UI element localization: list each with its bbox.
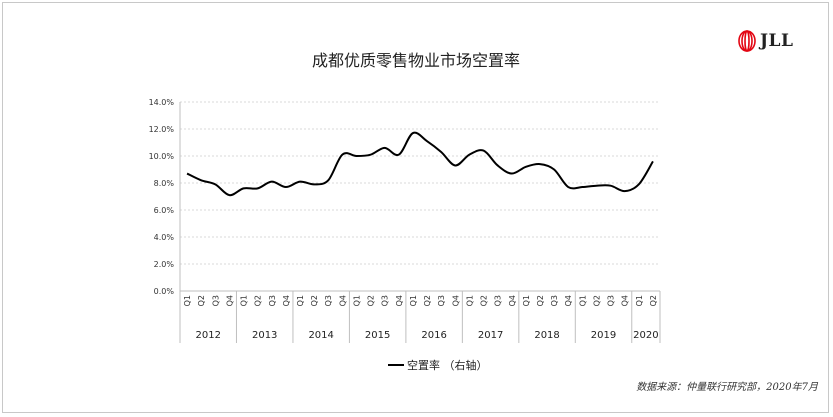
x-quarter-label: Q2 [592, 295, 601, 306]
x-quarter-label: Q1 [296, 295, 305, 306]
y-tick-label: 2.0% [154, 260, 175, 269]
x-quarter-label: Q2 [480, 295, 489, 306]
x-quarter-label: Q2 [197, 295, 206, 306]
x-year-label: 2015 [365, 330, 390, 341]
x-year-label: 2019 [591, 330, 616, 341]
x-quarter-label: Q4 [225, 295, 234, 306]
x-quarter-label: Q1 [635, 295, 644, 306]
x-quarter-label: Q3 [437, 295, 446, 306]
x-quarter-label: Q1 [409, 295, 418, 306]
x-year-label: 2017 [478, 330, 503, 341]
x-quarter-label: Q3 [211, 295, 220, 306]
source-note: 数据来源：仲量联行研究部，2020年7月 [636, 382, 818, 393]
jll-logo-text: JLL [760, 31, 794, 51]
y-tick-label: 8.0% [154, 179, 175, 188]
y-tick-label: 10.0% [149, 152, 175, 161]
x-year-label: 2013 [252, 330, 277, 341]
y-tick-label: 14.0% [149, 98, 175, 107]
x-quarter-label: Q2 [423, 295, 432, 306]
x-quarter-label: Q4 [282, 295, 291, 306]
x-year-label: 2018 [534, 330, 559, 341]
x-quarter-label: Q1 [240, 295, 249, 306]
x-quarter-label: Q4 [621, 295, 630, 306]
x-year-label: 2016 [421, 330, 446, 341]
x-quarter-label: Q2 [536, 295, 545, 306]
x-quarter-label: Q2 [367, 295, 376, 306]
x-quarter-label: Q3 [324, 295, 333, 306]
x-quarter-label: Q3 [607, 295, 616, 306]
jll-logo: JLL [738, 30, 793, 52]
x-quarter-label: Q1 [352, 295, 361, 306]
x-quarter-label: Q2 [254, 295, 263, 306]
y-tick-label: 4.0% [154, 233, 175, 242]
chart-title: 成都优质零售物业市场空置率 [312, 51, 520, 70]
x-quarter-label: Q1 [465, 295, 474, 306]
x-quarter-label: Q4 [508, 295, 517, 306]
x-quarter-label: Q4 [564, 295, 573, 306]
x-quarter-label: Q1 [578, 295, 587, 306]
x-quarter-label: Q1 [522, 295, 531, 306]
x-quarter-label: Q4 [451, 295, 460, 306]
series-line-vacancy-rate [186, 131, 654, 197]
x-year-label: 2012 [196, 330, 221, 341]
legend-label: 空置率 （右轴） [407, 358, 488, 372]
x-year-label: 2020 [633, 330, 658, 341]
x-quarter-label: Q2 [649, 295, 658, 306]
y-tick-label: 6.0% [154, 206, 175, 215]
x-quarter-label: Q3 [494, 295, 503, 306]
x-quarter-label: Q2 [310, 295, 319, 306]
jll-logo-icon [738, 30, 756, 52]
x-quarter-label: Q3 [381, 295, 390, 306]
x-quarter-label: Q4 [395, 295, 404, 306]
y-tick-label: 0.0% [154, 287, 175, 296]
x-quarter-label: Q4 [338, 295, 347, 306]
x-quarter-label: Q3 [550, 295, 559, 306]
y-tick-label: 12.0% [149, 125, 175, 134]
chart-frame [2, 2, 829, 413]
x-quarter-label: Q1 [183, 295, 192, 306]
x-year-label: 2014 [308, 330, 333, 341]
x-quarter-label: Q3 [268, 295, 277, 306]
